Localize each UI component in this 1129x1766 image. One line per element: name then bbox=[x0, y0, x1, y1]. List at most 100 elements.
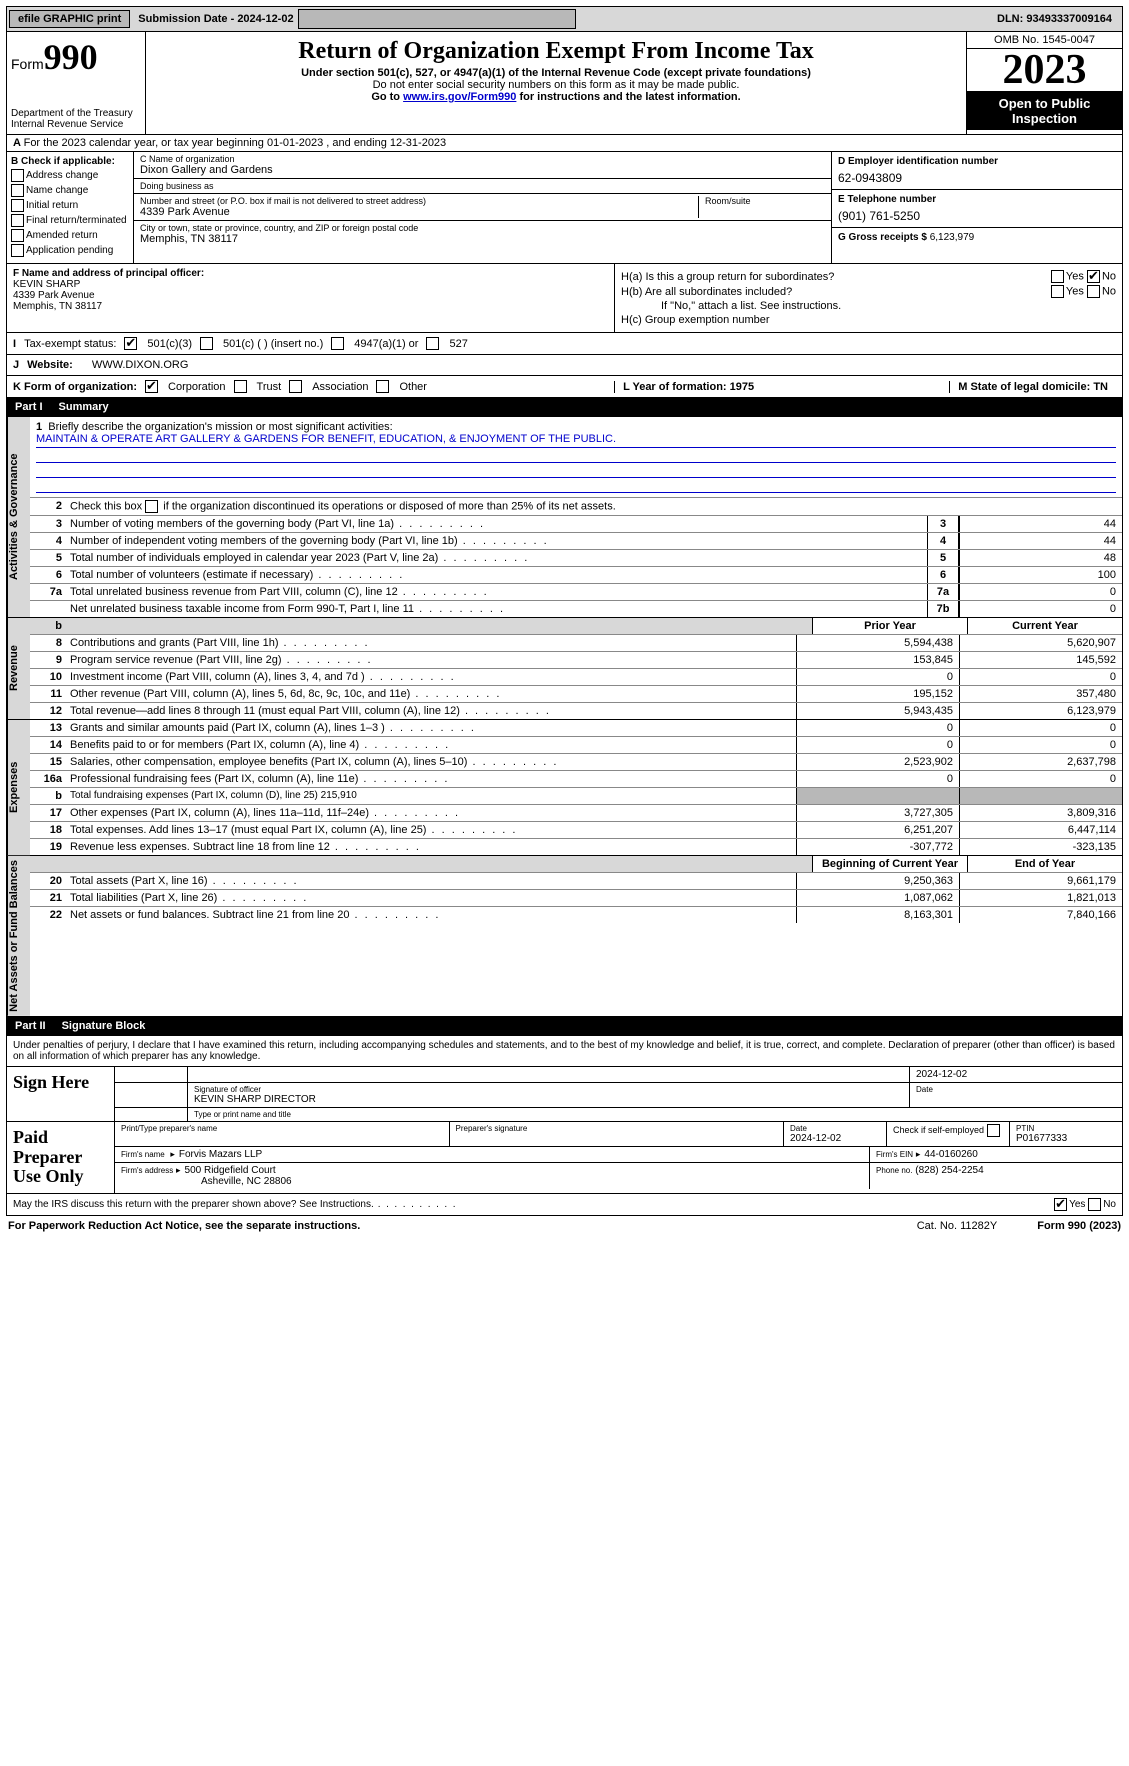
cb-527[interactable] bbox=[426, 337, 439, 350]
form-subtitle-2: Do not enter social security numbers on … bbox=[154, 79, 958, 91]
open-inspection: Open to Public Inspection bbox=[967, 92, 1122, 130]
summary-net-assets: Net Assets or Fund Balances Beginning of… bbox=[6, 856, 1123, 1017]
sig-declaration: Under penalties of perjury, I declare th… bbox=[6, 1036, 1123, 1067]
form-header: Form990 Department of the Treasury Inter… bbox=[6, 32, 1123, 135]
summary-governance: Activities & Governance 1 Briefly descri… bbox=[6, 417, 1123, 618]
firm-ein: 44-0160260 bbox=[916, 1149, 978, 1160]
state-domicile: M State of legal domicile: TN bbox=[949, 381, 1116, 393]
form-number: 990 bbox=[44, 37, 98, 77]
cb-name-change[interactable]: Name change bbox=[11, 184, 129, 197]
cb-501c[interactable] bbox=[200, 337, 213, 350]
summary-line: 11Other revenue (Part VIII, column (A), … bbox=[30, 686, 1122, 703]
room-label: Room/suite bbox=[705, 196, 825, 206]
part-2-header: Part II Signature Block bbox=[6, 1017, 1123, 1036]
summary-line: 18Total expenses. Add lines 13–17 (must … bbox=[30, 822, 1122, 839]
cb-assoc[interactable] bbox=[289, 380, 302, 393]
dropdown-button[interactable] bbox=[298, 9, 576, 29]
hdr-prior-year: Prior Year bbox=[812, 618, 967, 634]
firm-name: Forvis Mazars LLP bbox=[170, 1149, 262, 1160]
cb-address-change[interactable]: Address change bbox=[11, 169, 129, 182]
line-1-label: Briefly describe the organization's miss… bbox=[48, 421, 392, 433]
ein-label: D Employer identification number bbox=[838, 156, 1116, 167]
cb-trust[interactable] bbox=[234, 380, 247, 393]
row-j-website: J Website: WWW.DIXON.ORG bbox=[6, 355, 1123, 376]
discuss-yes[interactable] bbox=[1054, 1198, 1067, 1211]
self-employed-check[interactable]: Check if self-employed bbox=[887, 1122, 1010, 1146]
h-b-yes[interactable] bbox=[1051, 285, 1064, 298]
officer-signature: KEVIN SHARP DIRECTOR bbox=[194, 1094, 903, 1105]
cb-final-return[interactable]: Final return/terminated bbox=[11, 214, 129, 227]
page-footer: For Paperwork Reduction Act Notice, see … bbox=[6, 1216, 1123, 1236]
ein-value: 62-0943809 bbox=[838, 167, 1116, 185]
summary-line: 3 Number of voting members of the govern… bbox=[30, 516, 1122, 533]
form-subtitle-3: Go to www.irs.gov/Form990 for instructio… bbox=[154, 91, 958, 103]
top-toolbar: efile GRAPHIC print Submission Date - 20… bbox=[6, 6, 1123, 32]
summary-line: 5 Total number of individuals employed i… bbox=[30, 550, 1122, 567]
dept-treasury: Department of the Treasury Internal Reve… bbox=[11, 108, 141, 130]
cb-amended-return[interactable]: Amended return bbox=[11, 229, 129, 242]
summary-line: 4 Number of independent voting members o… bbox=[30, 533, 1122, 550]
pra-notice: For Paperwork Reduction Act Notice, see … bbox=[8, 1220, 360, 1232]
summary-line: 16aProfessional fundraising fees (Part I… bbox=[30, 771, 1122, 788]
irs-link[interactable]: www.irs.gov/Form990 bbox=[403, 91, 516, 103]
cb-app-pending[interactable]: Application pending bbox=[11, 244, 129, 257]
summary-line: Net unrelated business taxable income fr… bbox=[30, 601, 1122, 617]
mission-text: MAINTAIN & OPERATE ART GALLERY & GARDENS… bbox=[36, 433, 1116, 448]
h-a-no[interactable] bbox=[1087, 270, 1100, 283]
street-label: Number and street (or P.O. box if mail i… bbox=[140, 196, 698, 206]
efile-print-button[interactable]: efile GRAPHIC print bbox=[9, 10, 130, 28]
sign-here-label: Sign Here bbox=[7, 1067, 115, 1121]
cb-line2[interactable] bbox=[145, 500, 158, 513]
row-a-tax-year: A For the 2023 calendar year, or tax yea… bbox=[6, 135, 1123, 152]
form-title-block: Return of Organization Exempt From Incom… bbox=[146, 32, 966, 134]
tab-net-assets: Net Assets or Fund Balances bbox=[7, 856, 30, 1016]
firm-phone: (828) 254-2254 bbox=[915, 1165, 983, 1176]
col-h-group: H(a) Is this a group return for subordin… bbox=[614, 264, 1122, 332]
h-a-yes[interactable] bbox=[1051, 270, 1064, 283]
discuss-no[interactable] bbox=[1088, 1198, 1101, 1211]
summary-line: 21Total liabilities (Part X, line 26) 1,… bbox=[30, 890, 1122, 907]
summary-line: 14Benefits paid to or for members (Part … bbox=[30, 737, 1122, 754]
org-name-label: C Name of organization bbox=[140, 154, 825, 164]
submission-date: Submission Date - 2024-12-02 bbox=[134, 13, 297, 25]
officer-city: Memphis, TN 38117 bbox=[13, 301, 102, 312]
hdr-end-year: End of Year bbox=[967, 856, 1122, 872]
hdr-beginning-year: Beginning of Current Year bbox=[812, 856, 967, 872]
summary-line: 15Salaries, other compensation, employee… bbox=[30, 754, 1122, 771]
cat-no: Cat. No. 11282Y bbox=[917, 1220, 998, 1232]
summary-expenses: Expenses 13Grants and similar amounts pa… bbox=[6, 720, 1123, 856]
h-b-no[interactable] bbox=[1087, 285, 1100, 298]
summary-revenue: Revenue b Prior Year Current Year 8Contr… bbox=[6, 618, 1123, 720]
year-formation: L Year of formation: 1975 bbox=[614, 381, 762, 393]
cb-4947[interactable] bbox=[331, 337, 344, 350]
summary-line: 22Net assets or fund balances. Subtract … bbox=[30, 907, 1122, 923]
part-1-header: Part I Summary bbox=[6, 398, 1123, 417]
form-subtitle-1: Under section 501(c), 527, or 4947(a)(1)… bbox=[154, 67, 958, 79]
form-ref: Form 990 (2023) bbox=[1037, 1220, 1121, 1232]
form-title: Return of Organization Exempt From Incom… bbox=[154, 38, 958, 65]
website-value: WWW.DIXON.ORG bbox=[92, 359, 189, 371]
cb-other[interactable] bbox=[376, 380, 389, 393]
summary-line: 12Total revenue—add lines 8 through 11 (… bbox=[30, 703, 1122, 719]
officer-name: KEVIN SHARP bbox=[13, 279, 80, 290]
tab-expenses: Expenses bbox=[7, 720, 30, 855]
cb-initial-return[interactable]: Initial return bbox=[11, 199, 129, 212]
gross-label: G Gross receipts $ bbox=[838, 232, 930, 243]
discuss-row: May the IRS discuss this return with the… bbox=[6, 1194, 1123, 1216]
h-b-note: If "No," attach a list. See instructions… bbox=[621, 300, 1116, 312]
gross-value: 6,123,979 bbox=[930, 232, 975, 243]
sign-here-block: Sign Here 2024-12-02 Signature of office… bbox=[6, 1067, 1123, 1122]
org-name: Dixon Gallery and Gardens bbox=[140, 164, 825, 176]
summary-line: 7a Total unrelated business revenue from… bbox=[30, 584, 1122, 601]
cb-501c3[interactable] bbox=[124, 337, 137, 350]
tax-year: 2023 bbox=[967, 49, 1122, 92]
city-value: Memphis, TN 38117 bbox=[140, 233, 825, 245]
cb-corp[interactable] bbox=[145, 380, 158, 393]
hdr-current-year: Current Year bbox=[967, 618, 1122, 634]
prep-date: 2024-12-02 bbox=[790, 1133, 841, 1144]
city-label: City or town, state or province, country… bbox=[140, 223, 825, 233]
firm-addr1: 500 Ridgefield Court bbox=[176, 1165, 276, 1176]
paid-preparer-label: Paid Preparer Use Only bbox=[7, 1122, 115, 1193]
row-k-form-org: K Form of organization: Corporation Trus… bbox=[6, 376, 1123, 398]
tab-revenue: Revenue bbox=[7, 618, 30, 719]
